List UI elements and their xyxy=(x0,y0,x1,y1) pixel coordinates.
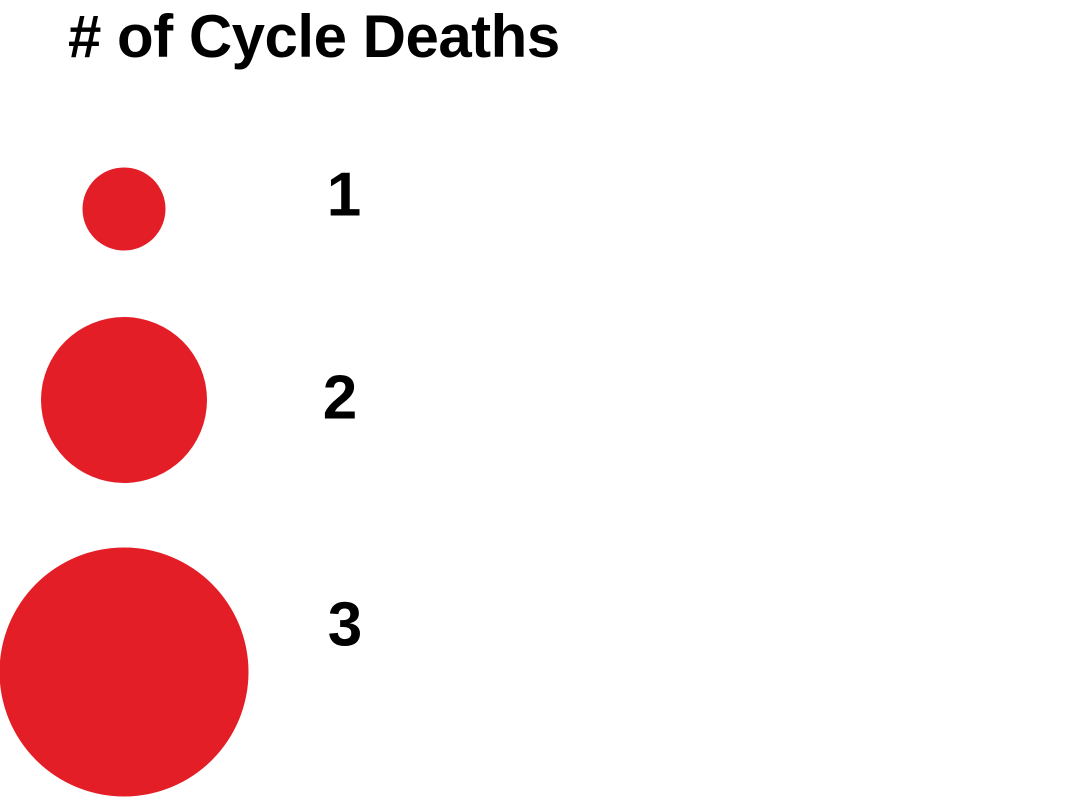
legend-bubble-2 xyxy=(41,317,207,483)
legend-label-3: 3 xyxy=(328,591,362,660)
legend-entries: 1 2 3 xyxy=(0,161,362,797)
legend-bubble-1 xyxy=(82,167,166,251)
legend-label-2: 2 xyxy=(323,364,357,433)
legend-title: # of Cycle Deaths xyxy=(68,3,560,70)
legend-bubble-3 xyxy=(0,547,249,797)
legend-label-1: 1 xyxy=(327,161,361,230)
